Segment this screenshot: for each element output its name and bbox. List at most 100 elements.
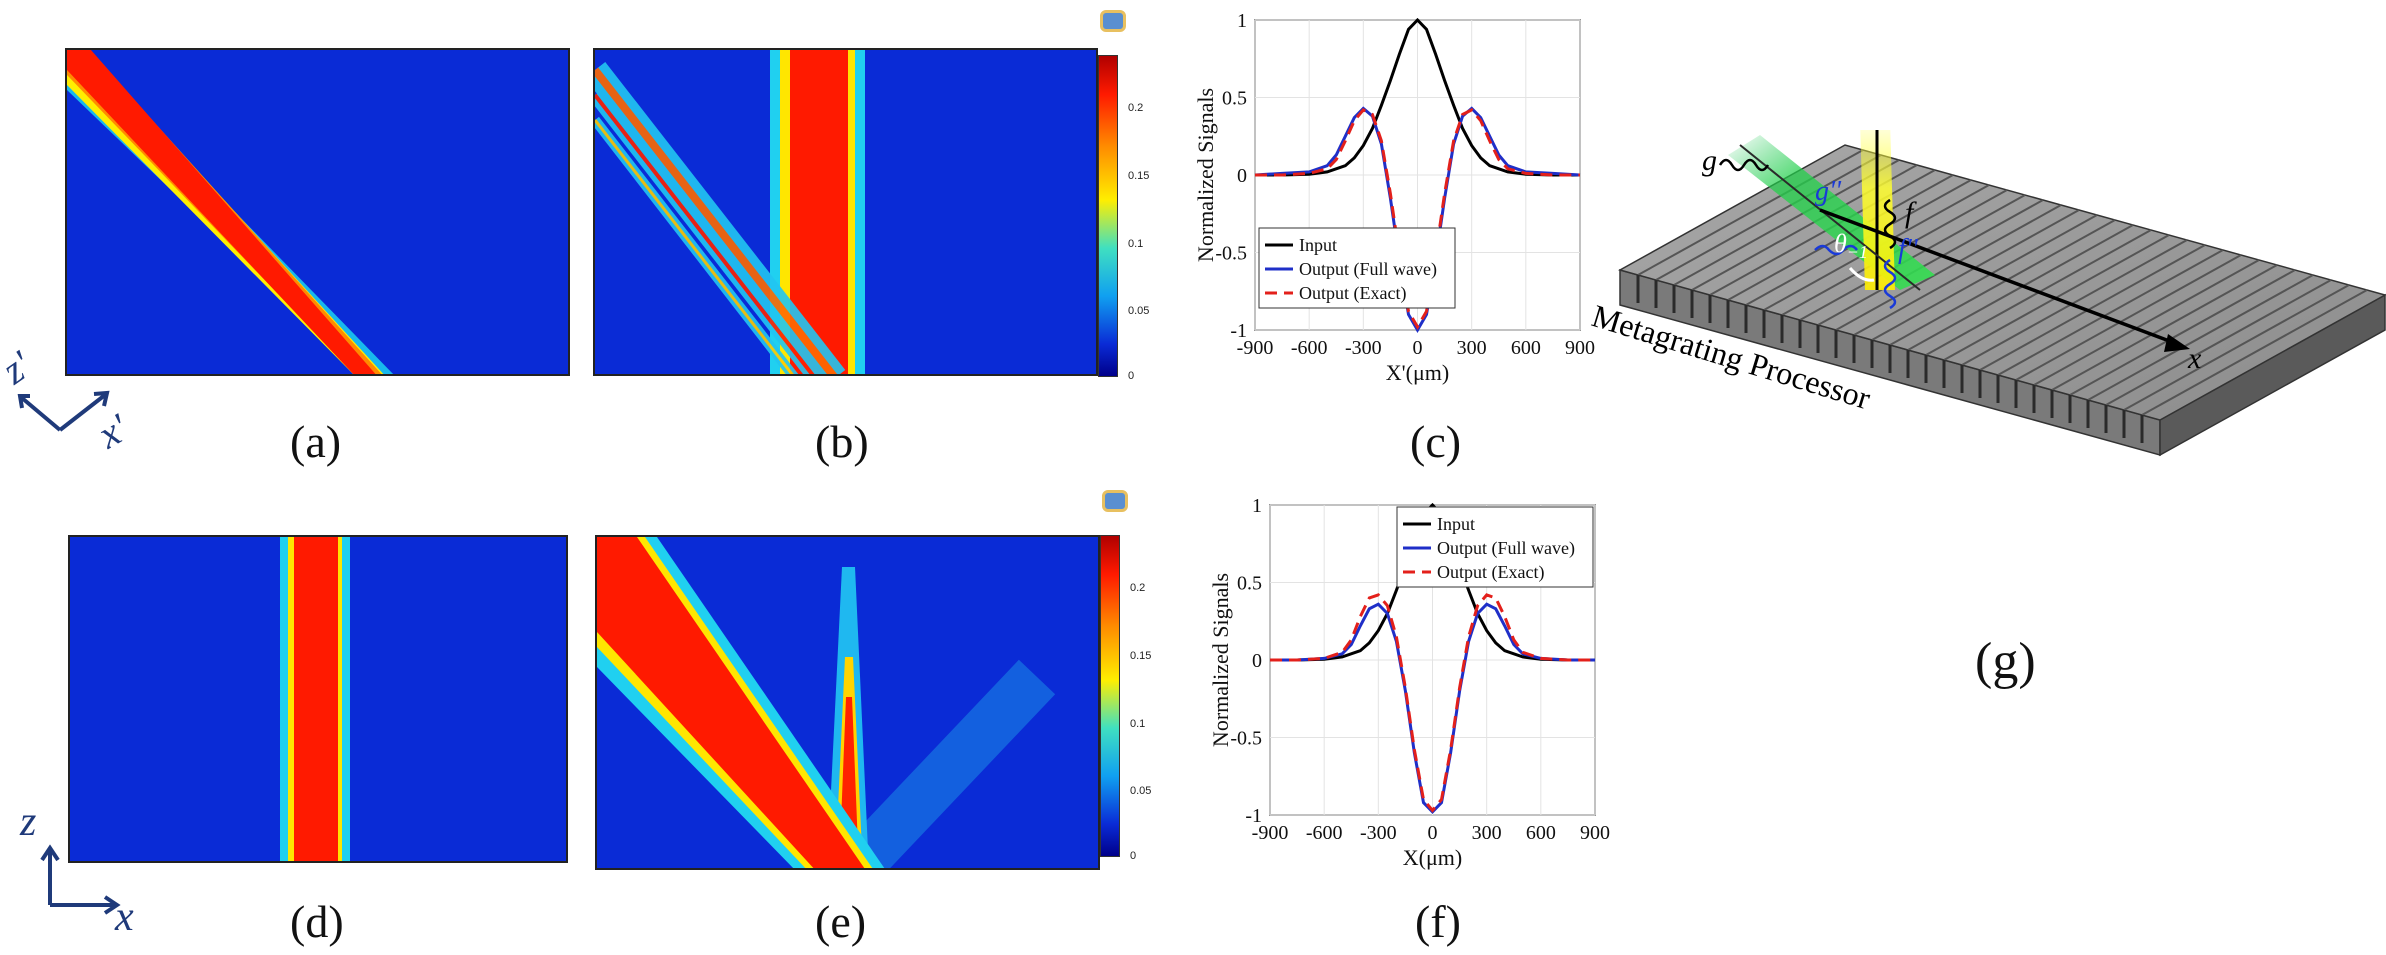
field-map-d-canvas [70,537,566,861]
colorbar-bottom-tick: 0.2 [1130,582,1146,594]
series-line-input [1270,502,1595,662]
x-tick-label: 600 [1526,822,1556,844]
x-axis-label: X'(μm) [1386,360,1449,385]
metagrating-x-label: x [2187,342,2202,375]
legend: Input Output (Full wave) Output (Exact) [1396,506,1594,588]
colorbar-top-tick: 0.05 [1128,305,1150,317]
x-tick-label: 0 [1428,822,1438,844]
x-tick-label: -300 [1360,822,1397,844]
groove-line [2069,269,2296,396]
colorbar-top-tick: 0 [1128,370,1135,382]
panel-label-e: (e) [815,896,867,947]
groove-line [1979,244,2206,371]
colorbar-bottom-tick: 0.05 [1130,785,1152,797]
groove-line [1637,149,1864,276]
groove-line [1961,239,2188,366]
colorbar-bottom-tick: 0 [1130,850,1137,862]
panel-label-d: (d) [290,896,344,947]
groove-line [1835,204,2062,331]
field-map-b-canvas [595,50,1096,374]
x-axis-arrowhead [2164,334,2190,352]
metagrating-f2-label: f'' [1898,234,1919,265]
metagrating-diagram: z x g f g'' f'' θ−1 Metagrating Processo… [1590,130,2386,457]
colorbar-top-icon [1100,10,1126,32]
groove-line [1997,249,2224,376]
x-tick-label: -900 [1237,337,1274,359]
series-line-output-exact [1270,593,1595,813]
field-map-e [595,535,1100,870]
groove-line [2051,264,2278,391]
y-tick-label: -0.5 [1215,243,1247,265]
x-axis-label: X(μm) [1403,845,1462,870]
legend-entry: Output (Exact) [1437,562,1544,583]
y-axis-label: Normalized Signals [1193,88,1218,262]
groove-line [2105,279,2332,406]
groove-line [1907,224,2134,351]
series-line-output-exact [1255,108,1580,330]
panel-label-g: (g) [1975,633,2036,690]
groove-line [2141,289,2368,416]
groove-line [1655,154,1882,281]
metagrating-g2-label: g'' [1815,176,1842,207]
axis-bottom-x-label: x [114,894,134,940]
legend: Input Output (Full wave) Output (Exact) [1258,227,1456,309]
theta-arc [1848,267,1875,282]
x-tick-label: -600 [1291,337,1328,359]
signal-f2-wave [1883,258,1897,310]
x-tick-label: 300 [1472,822,1502,844]
field-map-b [593,48,1098,376]
groove-line [2087,274,2314,401]
x-tick-label: 900 [1565,337,1595,359]
x-tick-label: -900 [1252,822,1289,844]
legend-entry: Output (Full wave) [1437,538,1575,559]
colorbar-bottom-tick: 0.15 [1130,650,1152,662]
x-tick-label: 900 [1580,822,1610,844]
x-tick-label: 300 [1457,337,1487,359]
groove-line [2123,284,2350,411]
panel-label-b: (b) [815,416,869,467]
field-map-e-canvas [597,537,1098,868]
x-tick-label: -300 [1345,337,1382,359]
signal-g2-wave [1814,244,1858,256]
groove-line [1817,199,2044,326]
legend-entry: Output (Exact) [1299,283,1406,304]
colorbar-top-tick: 0.15 [1128,170,1150,182]
y-tick-label: 0 [1252,650,1262,672]
colorbar-bottom-icon [1102,490,1128,512]
panel-label-a: (a) [290,416,342,467]
metagrating-g-label: g [1702,144,1717,177]
colorbar-bottom [1100,535,1125,857]
panel-label-f: (f) [1415,896,1461,947]
x-tick-label: -600 [1306,822,1343,844]
legend-entry: Output (Full wave) [1299,259,1437,280]
legend-entry: Input [1437,514,1475,534]
line-chart-f: -900 -600 -300 0 300 600 900 -1 -0.5 0 0.5 1 X(μm) No… [1208,495,1610,870]
y-tick-label: 0.5 [1237,573,1262,595]
metagrating-grooves [1636,149,2368,443]
colorbar-bottom-tick: 0.1 [1130,718,1146,730]
axis-top-z-label: z' [0,341,40,393]
field-map-d [68,535,568,863]
colorbar-bottom-gradient [1100,535,1120,857]
y-axis-label: Normalized Signals [1208,573,1233,747]
y-tick-label: 1 [1237,10,1247,32]
groove-line [1853,209,2080,336]
groove-line [2033,259,2260,386]
x-axis-line [1819,208,2181,347]
metagrating-theta-label: θ−1 [1834,229,1868,262]
field-map-a-canvas [67,50,568,374]
x-tick-label: 0 [1413,337,1423,359]
signal-f-wave [1883,198,1897,250]
axes-bottom-arrows: z x [19,800,134,940]
series-line-output-full-wave [1254,106,1581,333]
axes-top-arrows: z' x' [0,341,137,450]
y-tick-label: 0.5 [1222,88,1247,110]
legend-entry: Input [1299,235,1337,255]
panel-label-c: (c) [1410,416,1462,467]
colorbar-top-gradient [1098,55,1118,377]
y-tick-label: -1 [1230,320,1247,342]
groove-line [1889,219,2116,346]
groove-line [2015,254,2242,381]
colorbar-top [1098,55,1123,377]
groove-line [1709,169,1936,296]
